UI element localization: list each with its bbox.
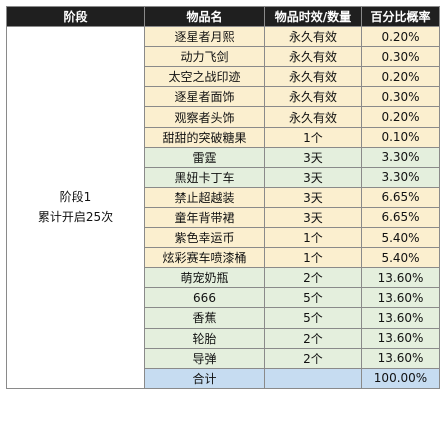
- item-probability: 0.10%: [361, 126, 440, 148]
- item-probability: 0.20%: [361, 106, 440, 128]
- item-duration: 永久有效: [264, 66, 362, 88]
- item-duration: 3天: [264, 206, 362, 229]
- item-name: 炫彩赛车喷漆桶: [144, 247, 265, 269]
- header-duration: 物品时效/数量: [264, 5, 362, 28]
- table-row: 甜甜的突破糖果 1个 0.10%: [7, 126, 440, 148]
- table-row: 禁止超越装 3天 6.65%: [7, 186, 440, 208]
- item-name: 导弹: [144, 347, 265, 369]
- item-probability: 3.30%: [361, 146, 440, 168]
- item-name: 太空之战印迹: [144, 66, 265, 88]
- item-duration: 2个: [264, 267, 362, 289]
- item-duration: 1个: [264, 126, 362, 148]
- stage-cell: 阶段1 累计开启25次: [6, 26, 145, 389]
- header-row: 阶段 物品名 物品时效/数量 百分比概率: [6, 5, 440, 28]
- probability-table: 阶段 物品名 物品时效/数量 百分比概率 阶段1 累计开启25次 逐星者月熙 永…: [6, 5, 440, 389]
- stage-condition: 累计开启25次: [37, 210, 114, 225]
- item-probability: 6.65%: [361, 186, 440, 208]
- table-row: 阶段1 累计开启25次 逐星者月熙 永久有效 0.20%: [6, 26, 440, 389]
- total-row: 合计 100.00%: [7, 367, 440, 389]
- item-name: 逐星者面饰: [144, 86, 265, 108]
- item-duration: 永久有效: [264, 86, 362, 108]
- total-duration: [264, 367, 362, 389]
- item-probability: 0.30%: [361, 86, 440, 108]
- total-probability: 100.00%: [361, 367, 440, 389]
- item-probability: 6.65%: [361, 206, 440, 229]
- item-name: 童年背带裙: [144, 206, 265, 229]
- item-probability: 0.20%: [361, 26, 440, 48]
- item-name: 紫色幸运币: [144, 227, 265, 249]
- table-row: 轮胎 2个 13.60%: [7, 327, 440, 349]
- header-item-name: 物品名: [144, 5, 265, 28]
- item-name: 逐星者月熙: [144, 26, 265, 48]
- table-row: 香蕉 5个 13.60%: [7, 307, 440, 329]
- item-duration: 2个: [264, 327, 362, 349]
- item-name: 萌宠奶瓶: [144, 267, 265, 289]
- table-row: 炫彩赛车喷漆桶 1个 5.40%: [7, 247, 440, 269]
- item-name: 香蕉: [144, 307, 265, 329]
- table-row: 观察者头饰 永久有效 0.20%: [7, 106, 440, 128]
- item-name: 动力飞剑: [144, 46, 265, 68]
- item-probability: 0.30%: [361, 46, 440, 68]
- table-row: 紫色幸运币 1个 5.40%: [7, 227, 440, 249]
- item-name: 雷霆: [144, 146, 265, 168]
- item-duration: 3天: [264, 186, 362, 208]
- item-duration: 2个: [264, 347, 362, 369]
- item-duration: 永久有效: [264, 46, 362, 68]
- item-duration: 5个: [264, 307, 362, 329]
- table-row: 666 5个 13.60%: [7, 287, 440, 309]
- item-duration: 3天: [264, 166, 362, 188]
- item-name: 轮胎: [144, 327, 265, 349]
- item-probability: 13.60%: [361, 267, 440, 289]
- item-probability: 0.20%: [361, 66, 440, 88]
- item-name: 甜甜的突破糖果: [144, 126, 265, 148]
- item-probability: 5.40%: [361, 227, 440, 249]
- table-row: 太空之战印迹 永久有效 0.20%: [7, 66, 440, 88]
- item-duration: 永久有效: [264, 26, 362, 48]
- item-probability: 13.60%: [361, 287, 440, 309]
- item-probability: 3.30%: [361, 166, 440, 188]
- item-duration: 3天: [264, 146, 362, 168]
- item-name: 禁止超越装: [144, 186, 265, 208]
- item-probability: 13.60%: [361, 327, 440, 349]
- header-probability: 百分比概率: [361, 5, 440, 28]
- item-duration: 5个: [264, 287, 362, 309]
- table-row: 童年背带裙 3天 6.65%: [7, 206, 440, 229]
- item-probability: 5.40%: [361, 247, 440, 269]
- item-duration: 永久有效: [264, 106, 362, 128]
- stage-label: 阶段1: [59, 190, 92, 205]
- item-name: 666: [144, 287, 265, 309]
- table-row: 动力飞剑 永久有效 0.30%: [7, 46, 440, 68]
- table-row: 黑妞卡丁车 3天 3.30%: [7, 166, 440, 188]
- table-row: 萌宠奶瓶 2个 13.60%: [7, 267, 440, 289]
- item-name: 观察者头饰: [144, 106, 265, 128]
- item-duration: 1个: [264, 247, 362, 269]
- item-name: 黑妞卡丁车: [144, 166, 265, 188]
- table-row: 雷霆 3天 3.30%: [7, 146, 440, 168]
- item-probability: 13.60%: [361, 347, 440, 369]
- header-stage: 阶段: [6, 5, 145, 28]
- item-probability: 13.60%: [361, 307, 440, 329]
- total-label: 合计: [144, 367, 265, 389]
- item-duration: 1个: [264, 227, 362, 249]
